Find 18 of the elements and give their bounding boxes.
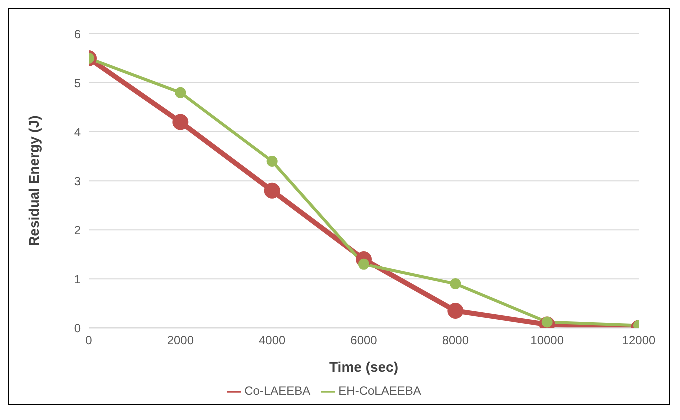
y-tick-label: 1 — [74, 272, 82, 286]
y-tick-label: 4 — [74, 125, 82, 140]
x-tick-label: 2000 — [167, 334, 194, 348]
y-tick-label: 2 — [74, 223, 82, 238]
x-tick-label: 6000 — [350, 334, 378, 348]
x-tick-label: 10000 — [530, 334, 564, 348]
legend-label: EH-CoLAEEBA — [338, 384, 422, 398]
x-tick-label: 12000 — [622, 334, 656, 348]
y-tick-label: 0 — [74, 321, 82, 336]
y-tick-label: 6 — [74, 27, 82, 42]
x-tick-label: 8000 — [442, 334, 470, 348]
x-tick-label: 0 — [86, 334, 93, 348]
y-tick-label: 5 — [74, 76, 82, 90]
x-tick-label: 4000 — [258, 334, 286, 348]
x-axis-title: Time (sec) — [330, 359, 398, 376]
y-axis-title: Residual Energy (J) — [26, 116, 42, 246]
y-tick-label: 3 — [74, 174, 82, 188]
legend-label: Co-LAEEBA — [244, 384, 311, 398]
